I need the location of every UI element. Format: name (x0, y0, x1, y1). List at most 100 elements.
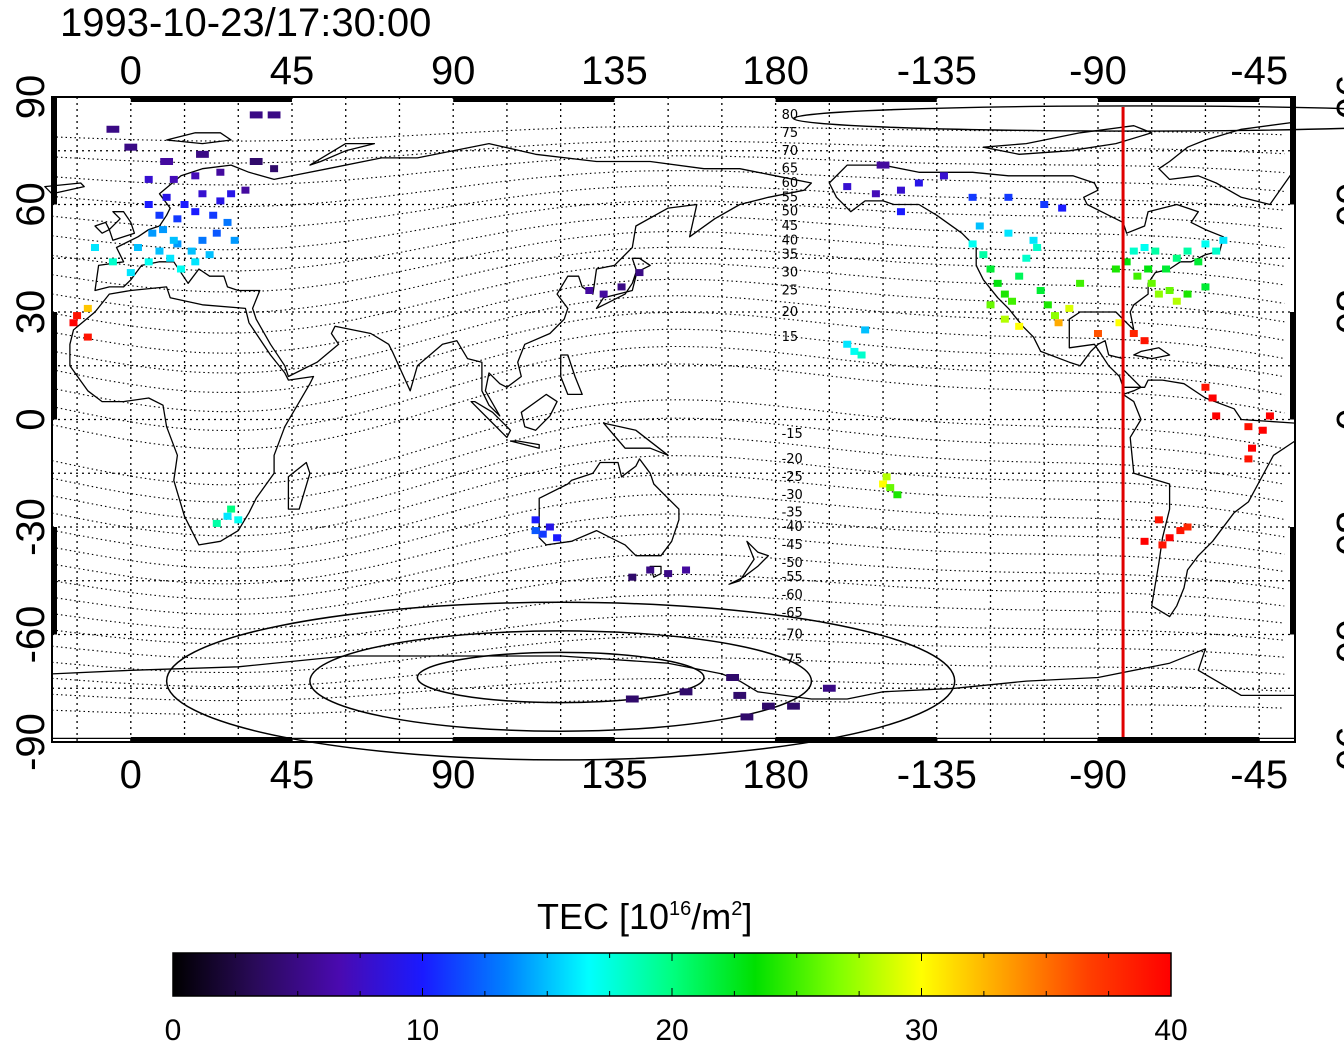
x-tick-label-top: 90 (431, 49, 476, 93)
y-tick-label-left: -60 (9, 606, 53, 664)
tec-point (625, 695, 639, 703)
tec-point (1147, 279, 1156, 287)
coastline (1158, 121, 1296, 206)
y-tick-label-right: 0 (1328, 408, 1344, 430)
tec-point (1208, 394, 1217, 402)
tec-point (1265, 412, 1274, 420)
contour-label: -25 (782, 470, 803, 485)
coastline (602, 422, 669, 456)
x-tick-label-bottom: 45 (270, 753, 315, 797)
frame-tick-bars (51, 96, 1296, 743)
lat-lon-grid (52, 97, 1295, 742)
coastlines (44, 121, 1296, 740)
mag-contour-line (51, 399, 1285, 486)
mag-contour-line (51, 155, 1285, 186)
tec-point (538, 530, 547, 538)
tec-point (896, 208, 905, 216)
tec-point (1015, 272, 1024, 280)
tec-point (1029, 236, 1038, 244)
tec-point (69, 319, 78, 327)
tec-point (1140, 244, 1149, 251)
tec-point (896, 186, 905, 194)
tec-point (975, 222, 984, 230)
tec-point (191, 208, 200, 216)
tec-point (267, 111, 281, 119)
x-tick-label-bottom: 180 (742, 753, 809, 797)
tec-point (144, 175, 153, 183)
tec-point (664, 570, 673, 578)
y-tick-label-left: 30 (9, 290, 53, 335)
tec-point (1144, 265, 1153, 273)
tec-point (1151, 247, 1160, 255)
tec-point (968, 240, 977, 248)
tec-point (914, 179, 923, 187)
tec-point (1172, 254, 1181, 262)
mag-contour-line (51, 656, 1285, 688)
mag-contour-line (51, 615, 1285, 659)
tec-point (843, 340, 852, 348)
colorbar-title-sup2: 2 (731, 898, 742, 920)
tec-point (1162, 265, 1171, 273)
tec-point (1154, 516, 1163, 524)
coastline (470, 400, 512, 439)
coastline (287, 461, 311, 510)
coastline (69, 286, 315, 546)
contour-label: 20 (782, 305, 799, 320)
contour-label: 45 (782, 219, 799, 234)
colorbar-title-mid: /m (691, 896, 731, 937)
x-tick-label-bottom: -90 (1069, 753, 1127, 797)
tec-point (1244, 423, 1253, 431)
x-axis-bottom: 0 45 90 135 180 -135 -90 -45 (120, 753, 1288, 797)
contour-label: 60 (782, 176, 799, 191)
tec-point (822, 684, 836, 692)
y-tick-label-right: 60 (1328, 182, 1344, 227)
tec-point (1219, 236, 1228, 244)
tec-point (726, 674, 740, 681)
colorbar-ticks: 0 10 20 30 40 (165, 953, 1188, 1047)
tec-point (216, 168, 225, 176)
colorbar-title: TEC [1016/m2] (537, 896, 752, 937)
tec-point (585, 287, 594, 294)
tec-points (69, 111, 1274, 721)
tec-point (1022, 254, 1031, 262)
mag-contour-line (51, 200, 1285, 251)
coastline (649, 565, 662, 578)
tec-point (1129, 330, 1138, 337)
tec-point (198, 236, 207, 244)
tec-point (733, 691, 747, 699)
tec-point (155, 211, 164, 219)
coastline (1133, 347, 1171, 360)
tec-point (531, 527, 540, 535)
tec-point (1183, 290, 1192, 298)
tec-point (861, 326, 870, 334)
contour-label: 25 (782, 284, 799, 299)
tec-point (850, 347, 859, 355)
tec-point (1165, 287, 1174, 294)
tec-point (886, 484, 895, 492)
tec-point (1129, 247, 1138, 255)
coastline (94, 221, 110, 234)
tec-point (1158, 541, 1167, 549)
tec-point (191, 258, 200, 266)
tec-point (679, 688, 693, 696)
contour-label: 70 (782, 144, 799, 159)
tec-point (1172, 297, 1181, 305)
tec-point (162, 193, 171, 201)
tec-point (160, 158, 174, 165)
tec-point (1115, 319, 1124, 327)
contour-label: -60 (782, 588, 803, 603)
tec-point (83, 333, 92, 341)
tec-point (879, 480, 888, 488)
tec-point (209, 211, 218, 219)
y-tick-label-left: 0 (9, 408, 53, 430)
tec-point (1201, 283, 1210, 291)
x-axis-top: 0 45 90 135 180 -135 -90 -45 (120, 49, 1288, 93)
tec-point (270, 165, 279, 173)
mag-contour-line (51, 474, 1285, 553)
mag-contour-line (51, 328, 1285, 413)
tec-point (166, 254, 175, 262)
y-axis-right: 90 60 30 0 -30 -60 -90 (1328, 75, 1344, 771)
colorbar-tick-label: 20 (655, 1014, 688, 1047)
tec-point (1111, 265, 1120, 273)
